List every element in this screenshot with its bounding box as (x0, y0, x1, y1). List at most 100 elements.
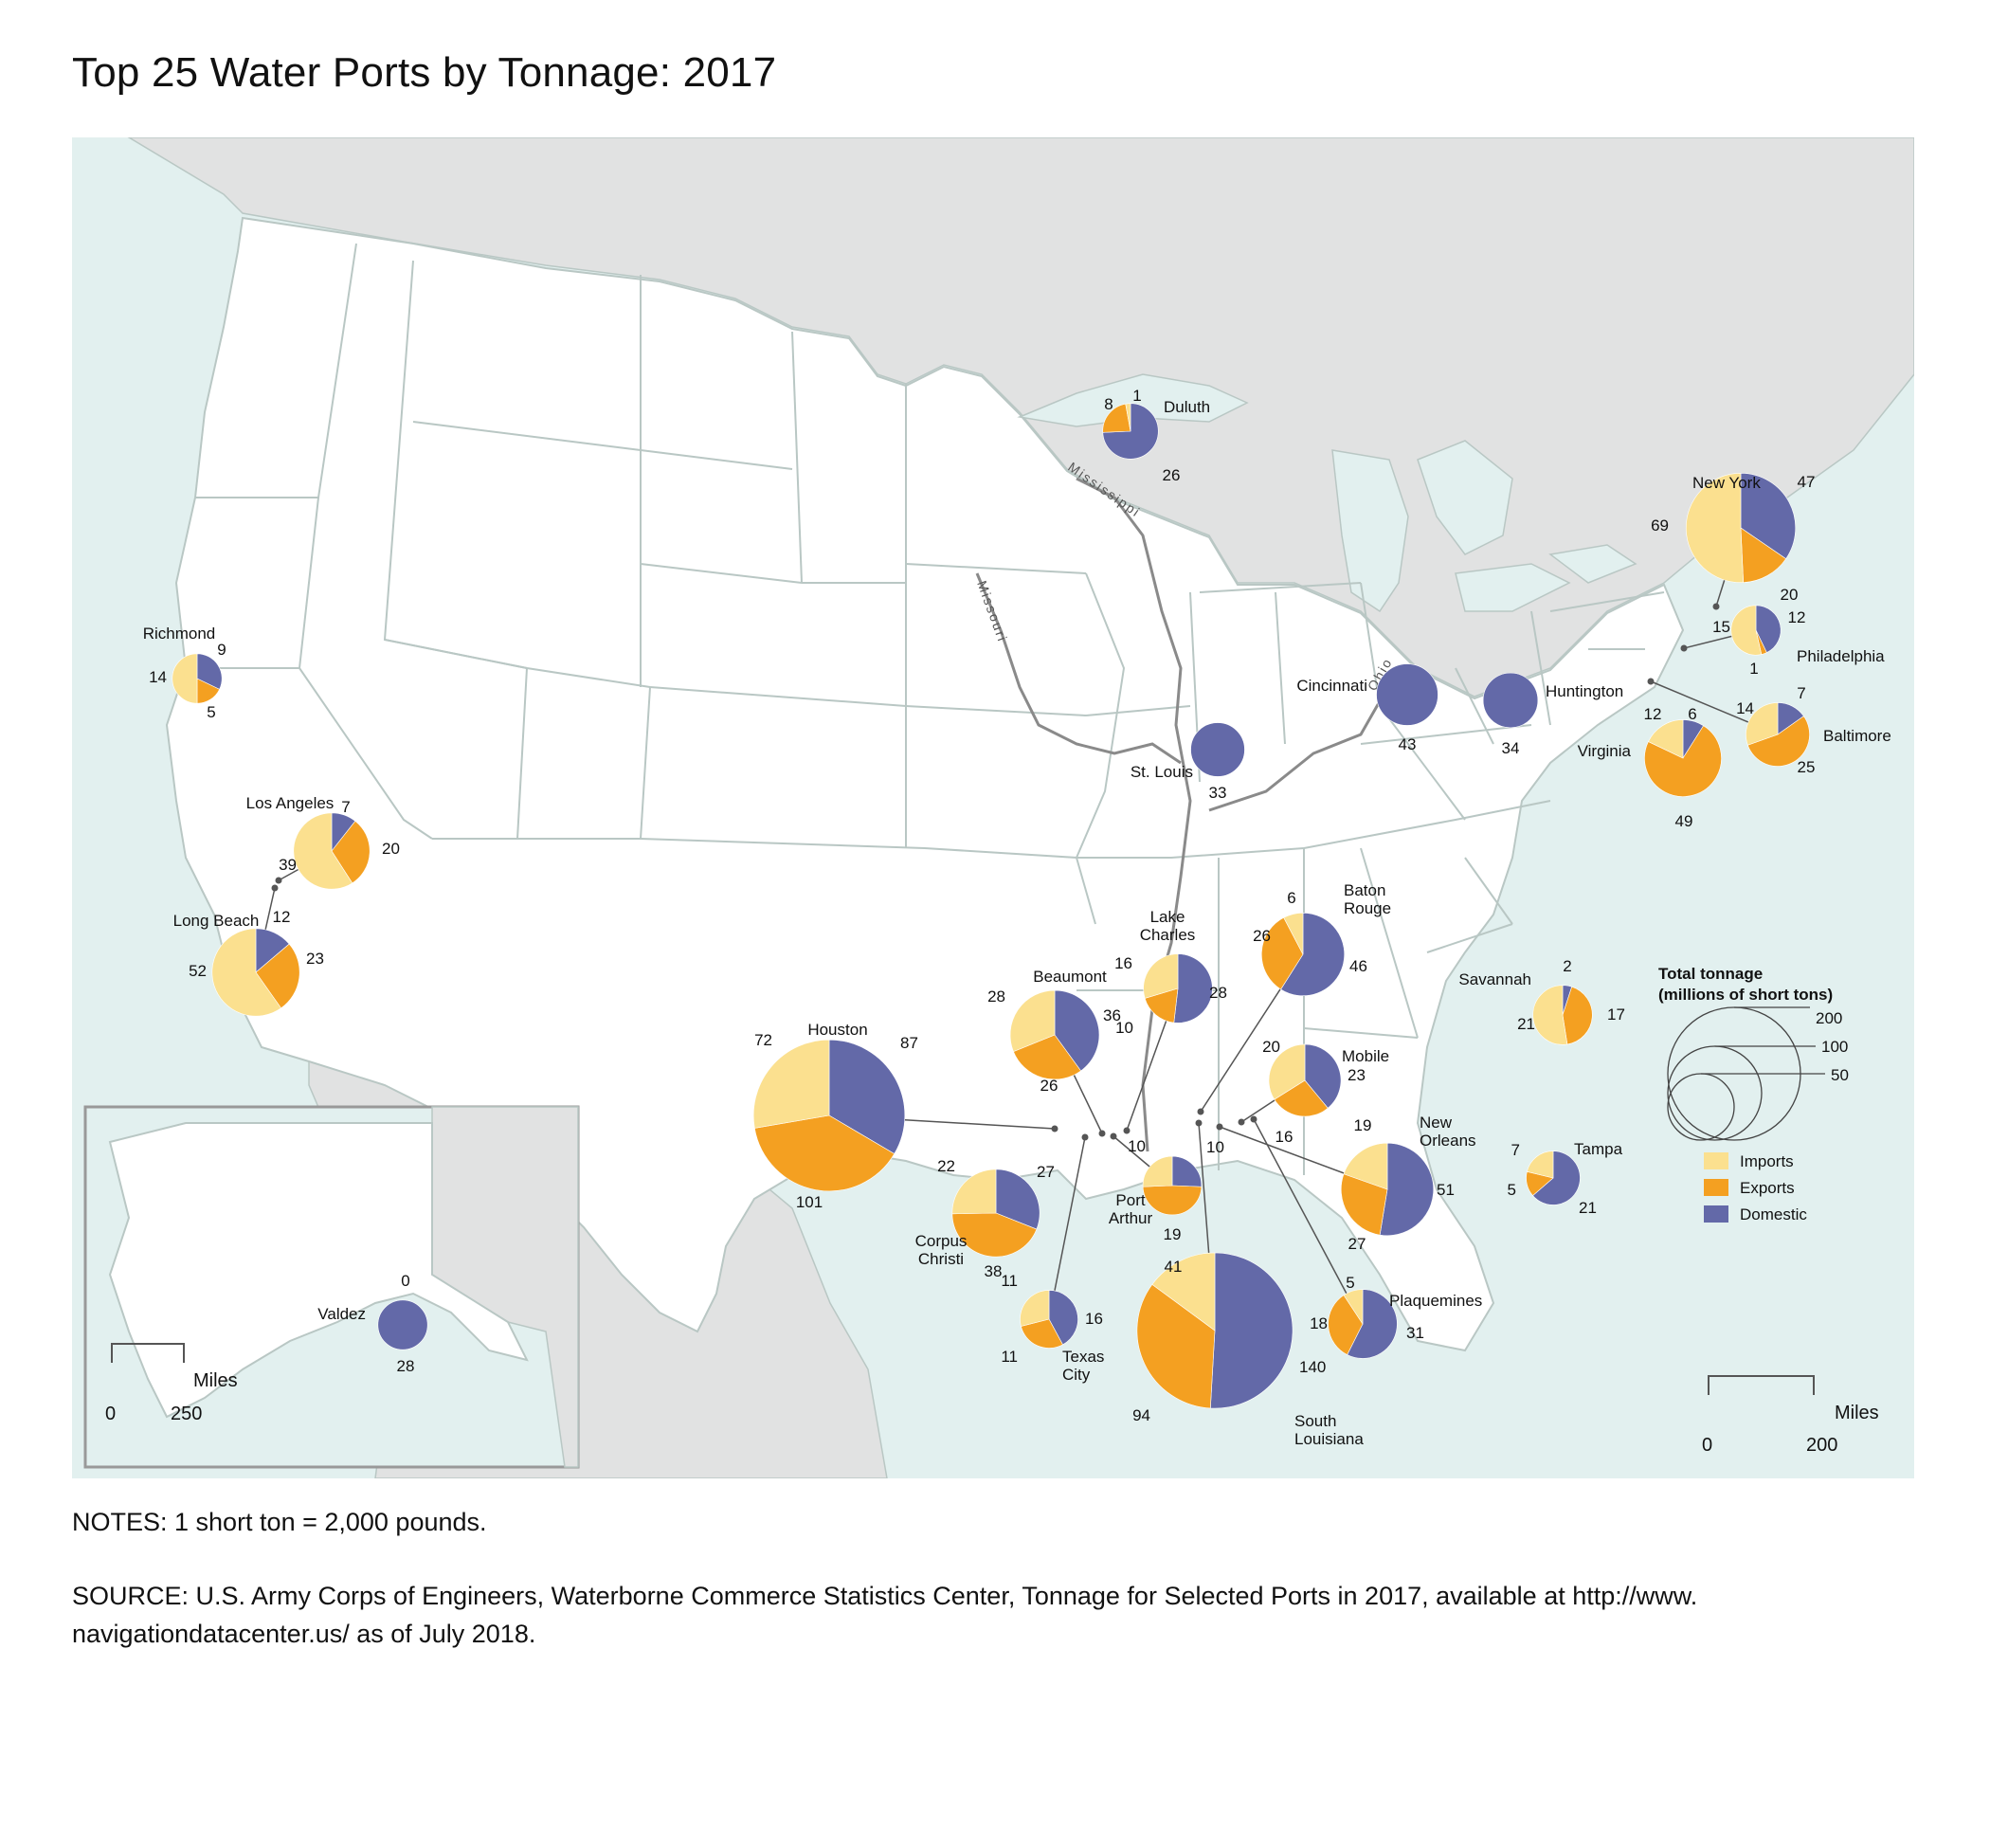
port-name-texas-city-line2: City (1062, 1366, 1091, 1384)
pie-slice-new-york-domestic (1740, 472, 1796, 560)
port-location-dot-new-york (1712, 603, 1720, 610)
port-value-south-louisiana-imports: 41 (1165, 1258, 1183, 1276)
scale-main-label: Miles (1835, 1403, 1879, 1423)
port-value-tampa-exports: 5 (1508, 1181, 1516, 1199)
port-value-savannah-exports: 17 (1607, 1006, 1625, 1024)
size-legend (1667, 1006, 1825, 1141)
pie-baton-rouge (1260, 912, 1345, 996)
legend-swatch-domestic (1704, 1205, 1728, 1223)
port-value-philadelphia-imports: 15 (1712, 618, 1730, 636)
leader-line-texas-city (1048, 1136, 1086, 1320)
port-name-corpus-christi-line1: Corpus (915, 1232, 968, 1250)
port-name-houston: Houston (807, 1021, 867, 1039)
notes-text: NOTES: 1 short ton = 2,000 pounds. (72, 1508, 487, 1536)
port-value-baton-rouge-exports: 26 (1253, 927, 1271, 945)
legend-size-50: 50 (1831, 1066, 1849, 1084)
port-name-tampa: Tampa (1574, 1140, 1623, 1158)
port-value-texas-city-imports: 11 (1001, 1272, 1018, 1290)
pie-slice-philadelphia-domestic (1755, 605, 1782, 653)
legend-swatch-imports (1704, 1152, 1728, 1169)
port-value-plaquemines-imports: 5 (1346, 1274, 1354, 1292)
port-value-port-arthur-imports: 10 (1128, 1137, 1146, 1155)
port-value-duluth-imports: 1 (1132, 387, 1141, 405)
port-location-dot-beaumont (1098, 1130, 1106, 1137)
port-name-virginia: Virginia (1578, 742, 1632, 760)
port-value-virginia-exports: 49 (1675, 812, 1693, 830)
map-title: Top 25 Water Ports by Tonnage: 2017 (72, 49, 777, 96)
pie-valdez (377, 1299, 428, 1350)
port-value-los-angeles-imports: 39 (279, 856, 297, 874)
port-value-texas-city-domestic: 16 (1085, 1310, 1103, 1328)
port-name-richmond: Richmond (143, 625, 216, 643)
port-location-dot-plaquemines (1250, 1115, 1257, 1123)
legend-size-100: 100 (1821, 1038, 1848, 1056)
port-value-corpus-christi-domestic: 27 (1037, 1163, 1055, 1181)
pie-baltimore (1746, 702, 1810, 767)
pie-slice-lake-charles-imports (1143, 953, 1179, 999)
port-value-corpus-christi-imports: 22 (937, 1157, 955, 1175)
port-value-savannah-imports: 21 (1517, 1015, 1535, 1033)
legend: Total tonnage (millions of short tons) 2… (1658, 965, 1849, 1223)
pie-los-angeles (293, 812, 371, 890)
pie-slice-new-york-imports (1685, 472, 1744, 583)
port-value-cincinnati-domestic: 43 (1399, 735, 1417, 753)
pie-slice-houston-exports (753, 1114, 896, 1192)
pie-port-arthur (1142, 1155, 1203, 1216)
pie-slice-baltimore-exports (1746, 716, 1810, 767)
pie-houston (752, 1039, 906, 1192)
port-value-new-orleans-exports: 27 (1348, 1235, 1366, 1253)
port-location-dot-houston (1051, 1125, 1058, 1132)
port-value-tampa-domestic: 21 (1579, 1199, 1597, 1217)
port-value-new-orleans-imports: 19 (1354, 1116, 1372, 1134)
port-value-richmond-imports: 14 (149, 668, 167, 686)
scale-main-start: 0 (1702, 1435, 1712, 1456)
port-value-philadelphia-domestic: 12 (1788, 608, 1806, 626)
port-value-lake-charles-exports: 10 (1115, 1019, 1133, 1037)
port-name-los-angeles: Los Angeles (246, 794, 335, 812)
port-value-houston-imports: 72 (754, 1031, 772, 1049)
pie-corpus-christi (951, 1169, 1040, 1258)
port-value-lake-charles-domestic: 28 (1209, 984, 1227, 1002)
scale-main-end: 200 (1806, 1435, 1837, 1456)
port-value-baltimore-imports: 14 (1736, 699, 1754, 717)
port-name-port-arthur-line1: Port (1115, 1191, 1145, 1209)
legend-size-200: 200 (1816, 1009, 1842, 1027)
state-borders (195, 243, 1665, 1175)
legend-swatch-exports (1704, 1179, 1728, 1196)
pie-slice-texas-city-domestic (1048, 1290, 1078, 1346)
pie-slice-baltimore-imports (1746, 702, 1779, 746)
alaska-land (108, 1122, 529, 1419)
pie-slice-long-beach-exports (255, 943, 300, 1009)
legend-label-domestic: Domestic (1740, 1205, 1807, 1223)
pie-slice-plaquemines-domestic (1347, 1289, 1398, 1359)
port-value-long-beach-exports: 23 (306, 950, 324, 968)
port-value-philadelphia-exports: 1 (1749, 660, 1758, 678)
port-value-baton-rouge-imports: 6 (1287, 889, 1295, 907)
pie-south-louisiana (1136, 1252, 1294, 1409)
pie-slice-lake-charles-domestic (1173, 953, 1213, 1024)
port-value-lake-charles-imports: 16 (1114, 954, 1132, 972)
port-name-cincinnati: Cincinnati (1296, 677, 1367, 695)
port-location-dot-long-beach (271, 884, 279, 892)
port-value-virginia-domestic: 6 (1688, 705, 1696, 723)
legend-label-imports: Imports (1740, 1152, 1794, 1170)
source-text: SOURCE: U.S. Army Corps of Engineers, Wa… (72, 1582, 1698, 1648)
pie-slice-new-orleans-imports (1343, 1142, 1388, 1190)
port-value-tampa-imports: 7 (1511, 1141, 1520, 1159)
pie-richmond (172, 653, 223, 704)
pie-slice-mobile-imports (1268, 1043, 1306, 1100)
pie-cincinnati (1376, 663, 1438, 726)
port-location-dot-lake-charles (1123, 1127, 1131, 1134)
pie-slice-tampa-domestic (1532, 1150, 1581, 1205)
port-name-south-louisiana-line2: Louisiana (1294, 1430, 1364, 1448)
port-location-dot-texas-city (1081, 1133, 1089, 1141)
port-value-duluth-exports: 8 (1104, 395, 1113, 413)
port-value-port-arthur-exports: 19 (1164, 1225, 1182, 1243)
port-value-baltimore-domestic: 7 (1797, 684, 1805, 702)
pie-slice-baton-rouge-domestic (1280, 912, 1345, 996)
pie-slice-los-angeles-exports (331, 820, 371, 884)
port-name-mobile: Mobile (1342, 1047, 1389, 1065)
pie-st-louis (1190, 722, 1245, 777)
port-value-richmond-domestic: 9 (217, 641, 226, 659)
pie-slice-richmond-imports (172, 653, 198, 704)
